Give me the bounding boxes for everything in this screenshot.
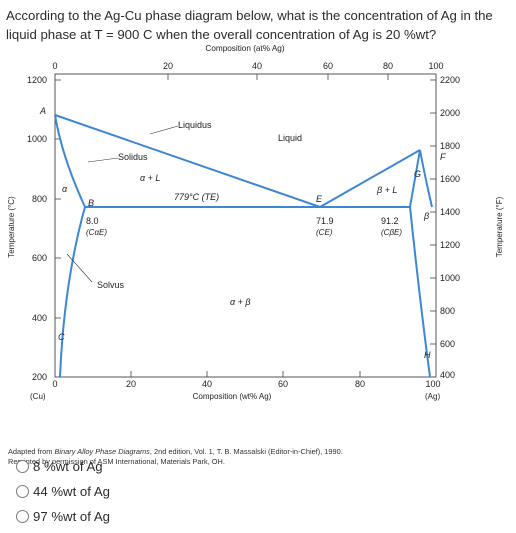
point-b-label: B [88, 198, 94, 208]
solvus-label: Solvus [97, 280, 125, 290]
right-axis-title: Temperature (°F) [495, 196, 504, 257]
left-axis-title: Temperature (°C) [7, 196, 16, 258]
top-tick: 0 [52, 61, 57, 71]
top-tick: 100 [428, 61, 443, 71]
left-tick: 600 [32, 253, 47, 263]
answer-option-3[interactable]: 97 %wt of Ag [16, 504, 110, 529]
left-tick: 200 [32, 372, 47, 382]
point-g-label: G [414, 169, 421, 179]
beta-l-region-label: β + L [376, 185, 397, 195]
eutectic-temp-label: 779°C (TE) [174, 192, 219, 202]
phase-boundaries [54, 114, 433, 378]
credit-suffix: , 2nd edition, Vol. 1, T. B. Massalski (… [149, 447, 343, 456]
left-tick: 400 [32, 313, 47, 323]
radio-button[interactable] [16, 510, 29, 523]
answer-option-label: 44 %wt of Ag [33, 484, 110, 499]
left-tick: 800 [32, 194, 47, 204]
ce-name-label: (CE) [316, 228, 333, 237]
right-tick: 800 [440, 306, 455, 316]
ce-value-label: 71.9 [316, 216, 334, 226]
right-tick: 1800 [440, 141, 460, 151]
figure-credit: Adapted from Binary Alloy Phase Diagrams… [8, 447, 513, 466]
liquid-region-label: Liquid [278, 133, 302, 143]
credit-line2: Reprinted by permission of ASM Internati… [8, 456, 225, 466]
leader-lines [66, 125, 179, 283]
question-text: According to the Ag-Cu phase diagram bel… [6, 8, 493, 42]
left-tick: 1200 [27, 75, 47, 85]
bottom-tick: 60 [278, 379, 288, 389]
top-tick: 40 [252, 61, 262, 71]
bottom-tick: 40 [202, 379, 212, 389]
cb-value-label: 91.2 [381, 216, 399, 226]
radio-button[interactable] [16, 485, 29, 498]
beta-region-label: β [423, 211, 429, 221]
bottom-tick: 20 [126, 379, 136, 389]
right-tick: 1000 [440, 273, 460, 283]
bottom-tick: 100 [425, 379, 440, 389]
right-tick: 2200 [440, 75, 460, 85]
ag-cu-phase-diagram: Composition (at% Ag) 0 20 40 60 80 100 [7, 44, 504, 401]
ca-value-label: 8.0 [86, 216, 99, 226]
right-tick: 1200 [440, 240, 460, 250]
top-tick-marks [167, 74, 389, 80]
plot-frame [54, 73, 437, 378]
point-a-label: A [39, 106, 46, 116]
point-e-label: E [316, 194, 323, 204]
bottom-tick: 80 [355, 379, 365, 389]
top-tick: 20 [163, 61, 173, 71]
cu-corner-label: (Cu) [30, 392, 46, 401]
top-axis-title: Composition (at% Ag) [205, 44, 284, 53]
bottom-tick: 0 [52, 379, 57, 389]
ag-corner-label: (Ag) [425, 392, 440, 401]
point-h-label: H [424, 350, 431, 360]
left-tick: 1000 [27, 134, 47, 144]
answer-option-1[interactable]: 8 %wt of Ag [16, 454, 110, 479]
phase-diagram-figure: Composition (at% Ag) 0 20 40 60 80 100 [0, 42, 516, 466]
credit-prefix: Adapted from [8, 447, 55, 456]
right-tick-marks [430, 79, 436, 345]
answer-options: 8 %wt of Ag 44 %wt of Ag 97 %wt of Ag [16, 454, 110, 529]
top-tick: 80 [383, 61, 393, 71]
right-tick: 2000 [440, 108, 460, 118]
credit-title: Binary Alloy Phase Diagrams [54, 447, 150, 456]
ca-name-label: (CαE) [86, 228, 107, 237]
right-tick: 600 [440, 339, 455, 349]
right-tick: 1600 [440, 174, 460, 184]
liquidus-line [54, 114, 421, 209]
answer-option-label: 97 %wt of Ag [33, 509, 110, 524]
answer-option-label: 8 %wt of Ag [33, 459, 103, 474]
cb-name-label: (CβE) [381, 228, 402, 237]
alpha-l-region-label: α + L [140, 173, 160, 183]
bottom-axis-title: Composition (wt% Ag) [193, 392, 272, 401]
bottom-tick-marks [130, 371, 361, 377]
point-c-label: C [58, 332, 65, 342]
right-tick: 400 [440, 370, 455, 380]
answer-option-2[interactable]: 44 %wt of Ag [16, 479, 110, 504]
point-f-label: F [440, 152, 446, 162]
top-tick: 60 [323, 61, 333, 71]
solidus-label: Solidus [118, 152, 148, 162]
right-tick: 1400 [440, 207, 460, 217]
liquidus-label: Liquidus [178, 120, 212, 130]
solidus-line [54, 114, 433, 208]
radio-button[interactable] [16, 460, 29, 473]
alpha-solvus-line [59, 206, 86, 378]
alpha-beta-region-label: α + β [230, 297, 251, 307]
beta-solvus-line [409, 206, 431, 378]
alpha-region-label: α [62, 184, 68, 194]
